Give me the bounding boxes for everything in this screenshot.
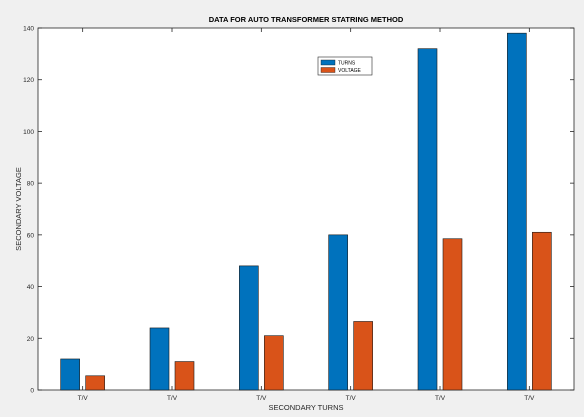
x-axis-ticks: T/V T/V T/V T/V T/V T/V xyxy=(78,28,535,402)
bar-turns-2 xyxy=(149,327,170,391)
y-tick-label: 20 xyxy=(27,336,35,343)
bar-voltage-2 xyxy=(174,361,195,391)
legend-swatch-turns xyxy=(320,59,336,66)
x-tick-label: T/V xyxy=(167,395,178,402)
legend-swatch-voltage xyxy=(320,67,336,73)
x-tick-label: T/V xyxy=(524,395,535,402)
bar-turns-4 xyxy=(328,234,348,391)
y-axis-ticks: 0 20 40 60 80 100 120 140 xyxy=(23,26,574,395)
x-tick-label: T/V xyxy=(346,395,357,402)
y-tick-label: 40 xyxy=(27,284,35,291)
bar-voltage-5 xyxy=(442,238,463,391)
bar-voltage-3 xyxy=(264,335,284,391)
bar-turns-6 xyxy=(507,32,527,391)
legend-label-turns: TURNS xyxy=(338,61,356,67)
bars-group xyxy=(60,32,552,391)
bar-voltage-6 xyxy=(532,231,552,391)
bar-voltage-4 xyxy=(353,321,373,391)
y-tick-label: 60 xyxy=(27,232,35,239)
y-axis-label: SECONDARY VOLTAGE xyxy=(14,167,23,251)
y-tick-label: 120 xyxy=(23,77,34,84)
y-tick-label: 100 xyxy=(23,129,34,136)
bar-turns-1 xyxy=(60,358,80,391)
axes-background xyxy=(37,27,575,391)
x-tick-label: T/V xyxy=(256,395,267,402)
bar-turns-5 xyxy=(417,48,438,391)
y-tick-label: 0 xyxy=(30,388,34,395)
y-tick-label: 140 xyxy=(23,26,34,33)
bar-turns-3 xyxy=(239,265,259,391)
bar-voltage-1 xyxy=(85,375,105,391)
x-tick-label: T/V xyxy=(435,395,446,402)
y-tick-label: 80 xyxy=(27,181,35,188)
legend-label-voltage: VOLTAGE xyxy=(338,68,362,74)
x-tick-label: T/V xyxy=(78,395,89,402)
x-axis-label: SECONDARY TURNS xyxy=(268,403,343,412)
chart-title: DATA FOR AUTO TRANSFORMER STATRING METHO… xyxy=(209,15,404,24)
